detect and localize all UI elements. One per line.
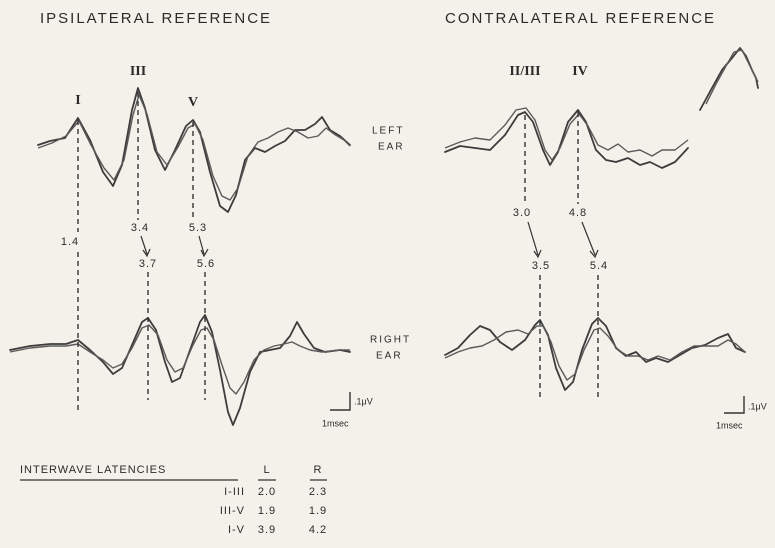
ear-label: EAR	[378, 142, 405, 153]
waveform	[444, 317, 746, 391]
scale-time: 1msec	[322, 418, 349, 428]
waveform	[37, 94, 351, 201]
table-cell: 1.9	[258, 505, 276, 517]
table-cell: 1.9	[309, 505, 327, 517]
ear-label: EAR	[376, 351, 403, 362]
scale-time: 1msec	[716, 420, 743, 430]
waveform	[705, 49, 759, 105]
peak-label: I	[75, 93, 80, 108]
row-label: I-III	[224, 486, 245, 498]
latency-value: 3.5	[532, 260, 550, 272]
table-cell: 2.0	[258, 486, 276, 498]
latency-value: 3.7	[139, 258, 157, 270]
latency-value: 3.0	[513, 207, 531, 219]
arrow	[198, 235, 209, 258]
row-label: I-V	[228, 524, 245, 536]
arrow	[140, 235, 151, 258]
peak-label: II/III	[509, 64, 540, 79]
latency-value: 4.8	[569, 207, 587, 219]
column-header: L	[263, 464, 270, 476]
scale-amplitude: .1μV	[354, 396, 373, 406]
table-cell: 4.2	[309, 524, 327, 536]
column-header: R	[314, 464, 323, 476]
arrow	[527, 221, 542, 259]
scale-bar	[330, 392, 351, 411]
ear-label: LEFT	[372, 126, 404, 137]
latency-value: 5.6	[197, 258, 215, 270]
peak-label: IV	[572, 64, 588, 79]
latency-value: 5.4	[590, 260, 608, 272]
waveform	[9, 324, 350, 395]
panel-title: IPSILATERAL REFERENCE	[40, 10, 272, 27]
table-body: I-III 2.0 2.3 III-V 1.9 1.9 I-V 3.9 4.2	[220, 486, 327, 536]
peak-label: III	[130, 64, 146, 79]
table-cell: 3.9	[258, 524, 276, 536]
waveform	[444, 109, 689, 169]
scale-bar	[724, 396, 745, 414]
row-label: III-V	[220, 505, 245, 517]
arrow	[581, 221, 599, 259]
panel-title: CONTRALATERAL REFERENCE	[445, 10, 716, 27]
ear-label: RIGHT	[370, 335, 411, 346]
waveform	[699, 47, 759, 111]
scale-amplitude: .1μV	[748, 401, 767, 411]
waveform	[37, 87, 351, 213]
latency-value: 3.4	[131, 222, 149, 234]
peak-label: V	[188, 95, 198, 110]
waveform	[444, 325, 746, 381]
table-cell: 2.3	[309, 486, 327, 498]
latency-value: 5.3	[189, 222, 207, 234]
waveform	[444, 107, 689, 161]
table-title: INTERWAVE LATENCIES	[20, 464, 166, 476]
latency-value: 1.4	[61, 236, 79, 248]
